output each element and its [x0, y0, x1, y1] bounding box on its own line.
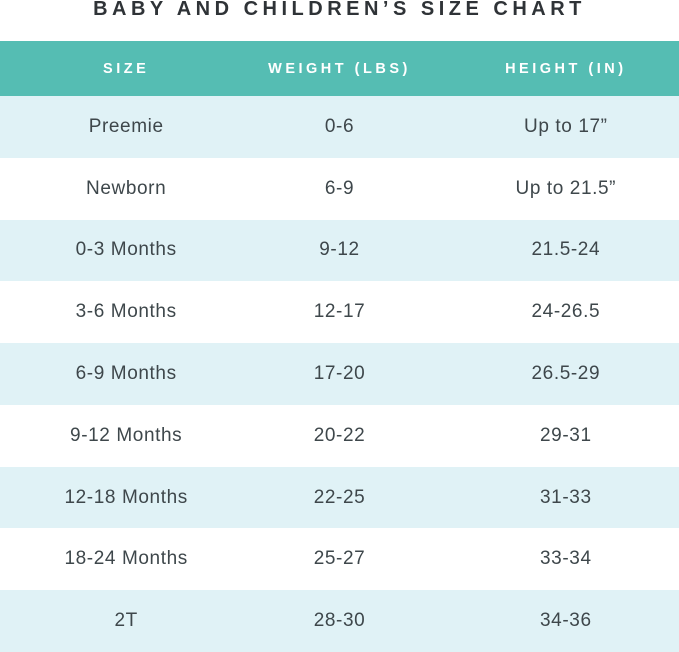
- cell-height: 24-26.5: [531, 301, 601, 323]
- cell-size: 6-9 Months: [75, 363, 177, 385]
- cell-size: 0-3 Months: [75, 239, 177, 261]
- cell-size: 3-6 Months: [75, 301, 177, 323]
- cell-size: Newborn: [86, 177, 167, 199]
- cell-weight: 9-12: [319, 239, 360, 261]
- cell-weight: 25-27: [313, 548, 366, 570]
- cell-height: 34-36: [540, 610, 592, 632]
- cell-size: 9-12 Months: [70, 424, 183, 446]
- cell-height: 33-34: [540, 548, 592, 570]
- cell-size: 18-24 Months: [64, 548, 188, 570]
- table-row-2t: 2T 28-30 34-36: [0, 590, 679, 652]
- cell-size: 12-18 Months: [64, 486, 188, 508]
- table-row-9-12-months: 9-12 Months 20-22 29-31: [0, 404, 679, 467]
- table-row-0-3-months: 0-3 Months 9-12 21.5-24: [0, 219, 679, 282]
- table-row-newborn: Newborn 6-9 Up to 21.5”: [0, 157, 679, 220]
- table-header-row: SIZE WEIGHT (LBS) HEIGHT (IN): [0, 41, 679, 96]
- cell-height: Up to 21.5”: [515, 177, 617, 199]
- cell-height: 29-31: [540, 424, 592, 446]
- cell-size: Preemie: [88, 115, 164, 137]
- cell-weight: 28-30: [313, 610, 366, 632]
- table-row-6-9-months: 6-9 Months 17-20 26.5-29: [0, 343, 679, 405]
- header-cell-height: HEIGHT (IN): [505, 60, 627, 77]
- cell-weight: 0-6: [324, 115, 355, 137]
- table-row-18-24-months: 18-24 Months 25-27 33-34: [0, 528, 679, 591]
- cell-size: 2T: [114, 610, 138, 632]
- table-row-3-6-months: 3-6 Months 12-17 24-26.5: [0, 281, 679, 344]
- cell-weight: 20-22: [313, 424, 366, 446]
- table-row-preemie: Preemie 0-6 Up to 17”: [0, 96, 679, 158]
- table-row-12-18-months: 12-18 Months 22-25 31-33: [0, 466, 679, 529]
- cell-height: 31-33: [540, 486, 592, 508]
- page-title: BABY AND CHILDREN’S SIZE CHART: [93, 0, 586, 20]
- cell-weight: 12-17: [313, 301, 366, 323]
- size-chart-table: SIZE WEIGHT (LBS) HEIGHT (IN) Preemie 0-…: [0, 41, 679, 652]
- cell-height: 21.5-24: [531, 239, 601, 261]
- cell-weight: 17-20: [313, 363, 366, 385]
- header-cell-size: SIZE: [103, 60, 150, 77]
- title-bar: BABY AND CHILDREN’S SIZE CHART: [0, 0, 679, 41]
- cell-height: 26.5-29: [531, 363, 601, 385]
- cell-weight: 22-25: [313, 486, 366, 508]
- header-cell-weight: WEIGHT (LBS): [268, 60, 411, 77]
- cell-weight: 6-9: [324, 177, 355, 199]
- cell-height: Up to 17”: [524, 115, 608, 137]
